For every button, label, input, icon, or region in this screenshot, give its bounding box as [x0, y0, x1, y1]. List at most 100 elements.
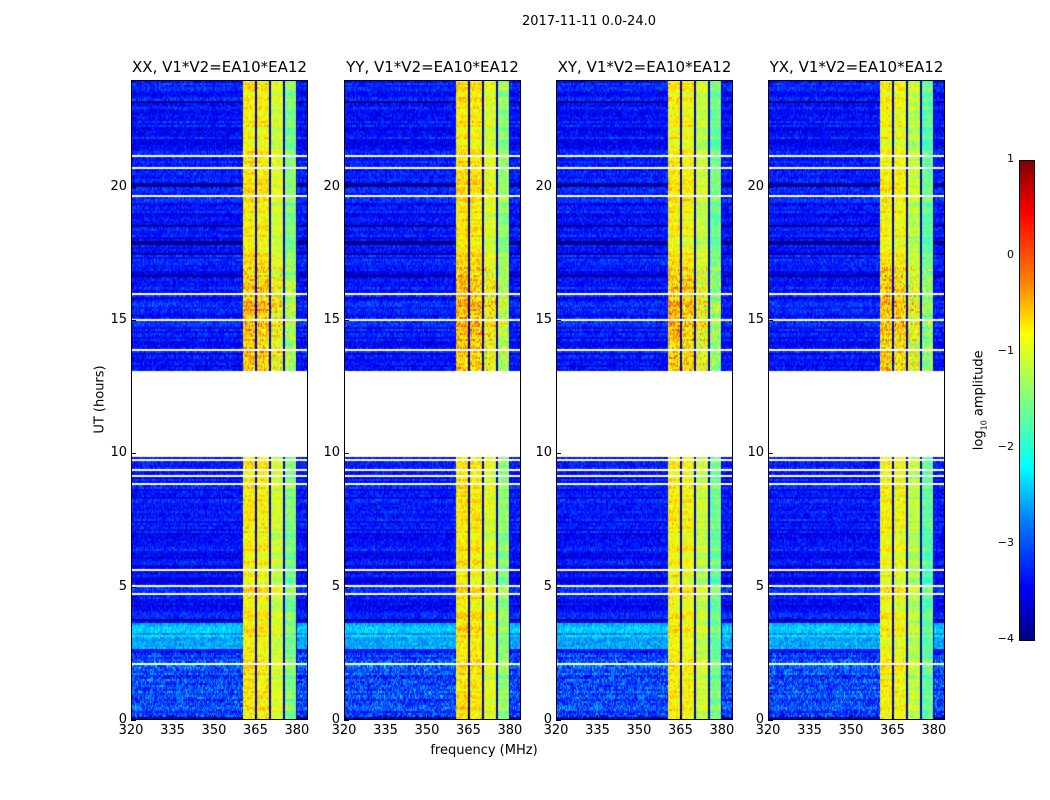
x-tick-label: 320 [543, 723, 569, 738]
y-tick-mark [556, 586, 561, 588]
y-tick-label: 0 [331, 712, 340, 727]
x-tick-mark [344, 715, 345, 720]
x-tick-label: 335 [373, 723, 398, 738]
y-tick-mark [131, 320, 136, 321]
y-tick-label: 15 [535, 312, 552, 327]
figure-title: 2017-11-11 0.0-24.0 [522, 14, 656, 29]
y-axis-label: UT (hours) [92, 365, 108, 434]
y-tick-label: 5 [543, 578, 552, 594]
y-tick-label: 15 [110, 312, 127, 327]
x-tick-label: 320 [331, 723, 357, 738]
spectrogram-canvas [132, 81, 307, 719]
spectrogram-panel [344, 80, 521, 720]
spectrogram-panel [556, 80, 733, 720]
x-tick-label: 380 [497, 723, 523, 738]
colorbar-tick-label: 1 [1007, 152, 1014, 165]
x-tick-label: 350 [201, 723, 227, 738]
y-tick-label: 20 [110, 178, 127, 194]
x-tick-label: 335 [585, 723, 610, 738]
y-tick-mark [344, 186, 349, 188]
colorbar-label-main: log [971, 430, 987, 451]
panel-title: XY, V1*V2=EA10*EA12 [557, 58, 732, 76]
y-tick-mark [131, 720, 136, 721]
y-tick-mark [131, 586, 136, 588]
y-tick-label: 20 [747, 178, 764, 194]
x-tick-mark [597, 715, 599, 720]
x-tick-label: 380 [284, 723, 310, 738]
x-tick-label: 320 [118, 723, 144, 738]
y-tick-mark [556, 186, 561, 188]
spectrogram-canvas [557, 81, 732, 719]
x-tick-label: 350 [838, 723, 864, 738]
spectrogram-panel [768, 80, 945, 720]
colorbar-tick-label: −3 [997, 536, 1014, 549]
y-tick-label: 20 [535, 178, 552, 194]
x-tick-label: 365 [668, 723, 693, 738]
x-tick-mark [809, 715, 811, 720]
y-tick-label: 5 [118, 578, 127, 594]
x-tick-mark [721, 715, 723, 720]
y-tick-mark [344, 453, 349, 455]
x-tick-mark [255, 715, 257, 720]
x-tick-mark [131, 715, 132, 720]
panel-title: YX, V1*V2=EA10*EA12 [769, 58, 944, 76]
x-tick-label: 380 [709, 723, 735, 738]
y-tick-mark [556, 453, 561, 455]
colorbar-tick-label: −1 [997, 344, 1014, 357]
colorbar [1019, 160, 1035, 641]
y-tick-mark [768, 586, 773, 588]
x-tick-mark [426, 715, 428, 720]
x-tick-mark [172, 715, 174, 720]
colorbar-label: log10 amplitude [972, 330, 989, 470]
spectrogram-canvas [345, 81, 520, 719]
y-tick-label: 0 [118, 712, 127, 727]
x-tick-mark [468, 715, 470, 720]
x-tick-mark [892, 715, 894, 720]
y-tick-mark [344, 320, 349, 321]
spectrogram-panel [131, 80, 308, 720]
x-tick-label: 380 [921, 723, 947, 738]
panel-title: XX, V1*V2=EA10*EA12 [132, 58, 307, 76]
y-tick-mark [768, 320, 773, 321]
x-axis-label: frequency (MHz) [430, 743, 538, 758]
x-tick-mark [385, 715, 387, 720]
y-tick-mark [344, 586, 349, 588]
colorbar-label-sub: 10 [979, 420, 989, 431]
colorbar-tick-label: −2 [997, 440, 1014, 453]
y-tick-mark [768, 186, 773, 188]
x-tick-label: 350 [414, 723, 440, 738]
x-tick-mark [933, 715, 935, 720]
spectrogram-canvas [769, 81, 944, 719]
y-tick-mark [131, 186, 136, 188]
y-tick-label: 15 [323, 312, 340, 327]
x-tick-label: 350 [626, 723, 652, 738]
y-tick-label: 10 [323, 445, 340, 461]
x-tick-label: 365 [243, 723, 268, 738]
x-tick-mark [213, 715, 215, 720]
x-tick-label: 335 [797, 723, 822, 738]
y-tick-mark [556, 720, 561, 721]
y-tick-label: 10 [747, 445, 764, 461]
y-tick-label: 0 [755, 712, 764, 727]
y-tick-mark [768, 720, 773, 721]
y-tick-label: 10 [110, 445, 127, 461]
y-tick-mark [556, 320, 561, 321]
y-tick-mark [344, 720, 349, 721]
y-tick-label: 5 [755, 578, 764, 594]
x-tick-label: 365 [456, 723, 481, 738]
colorbar-label-rest: amplitude [971, 350, 987, 421]
x-tick-mark [638, 715, 640, 720]
x-tick-label: 320 [755, 723, 781, 738]
y-tick-label: 5 [331, 578, 340, 594]
y-tick-mark [131, 453, 136, 455]
x-tick-mark [509, 715, 511, 720]
y-tick-label: 20 [323, 178, 340, 194]
y-tick-label: 10 [535, 445, 552, 461]
colorbar-tick-label: 0 [1007, 248, 1014, 261]
y-tick-label: 0 [543, 712, 552, 727]
x-tick-mark [556, 715, 557, 720]
y-tick-mark [768, 453, 773, 455]
x-tick-label: 335 [160, 723, 185, 738]
colorbar-tick-label: −4 [997, 632, 1014, 645]
x-tick-label: 365 [880, 723, 905, 738]
